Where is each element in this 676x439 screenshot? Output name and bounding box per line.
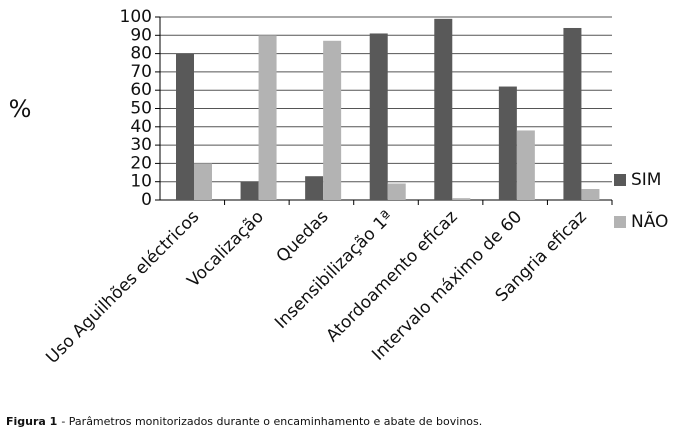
y-tick-label: 60 <box>130 80 152 100</box>
bar <box>176 53 194 200</box>
x-tick-label: Insensibilização 1ª <box>271 207 397 333</box>
x-tick-label: Quedas <box>273 207 333 267</box>
bar <box>434 18 453 200</box>
caption-text: - Parâmetros monitorizados durante o enc… <box>61 415 483 428</box>
y-tick-label: 80 <box>130 44 152 64</box>
x-tick-label: Atordoamento eficaz <box>322 207 461 346</box>
bar <box>323 40 342 200</box>
y-tick-label: 90 <box>130 25 152 45</box>
caption: Figura 1- Parâmetros monitorizados duran… <box>6 415 482 428</box>
legend-label: NÃO <box>631 210 668 232</box>
bar <box>240 181 259 200</box>
bar <box>581 189 600 200</box>
bar <box>194 163 212 200</box>
y-tick-label: 100 <box>120 7 152 27</box>
legend-swatch <box>614 216 626 228</box>
y-tick-label: 30 <box>130 135 152 155</box>
y-axis-label: % <box>9 95 32 123</box>
y-tick-label: 40 <box>130 117 152 137</box>
bar <box>387 183 406 200</box>
bar <box>258 35 277 200</box>
bar <box>369 33 388 200</box>
y-tick-label: 50 <box>130 99 152 119</box>
y-tick-label: 70 <box>130 62 152 82</box>
bar <box>452 198 471 200</box>
bar <box>563 27 582 201</box>
caption-label: Figura 1 <box>6 415 58 428</box>
bar <box>498 86 517 200</box>
x-tick-label: Uso Aguilhões eléctricos <box>42 207 203 368</box>
bar <box>305 176 324 200</box>
y-tick-label: 10 <box>130 172 152 192</box>
legend-label: SIM <box>631 170 661 190</box>
legend-swatch <box>614 174 626 186</box>
y-tick-label: 20 <box>130 153 152 173</box>
bar <box>516 130 535 200</box>
y-tick-label: 0 <box>141 190 152 210</box>
